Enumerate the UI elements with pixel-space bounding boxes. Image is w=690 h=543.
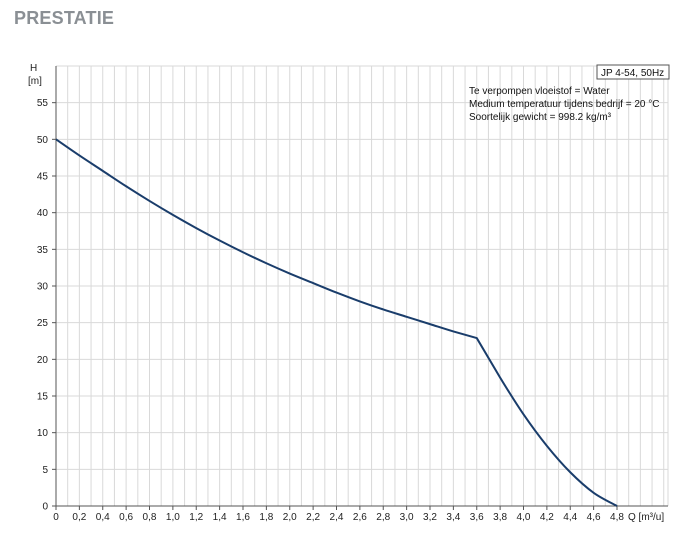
y-tick-label: 25 [37, 318, 49, 329]
x-tick-label: 3,0 [400, 512, 414, 523]
y-tick-label: 15 [37, 392, 49, 403]
x-tick-label: 3,2 [423, 512, 437, 523]
x-tick-label: 0,8 [143, 512, 157, 523]
x-tick-label: 2,2 [306, 512, 320, 523]
y-tick-label: 30 [37, 282, 49, 293]
y-tick-label: 50 [37, 135, 49, 146]
pump-label: JP 4-54, 50Hz [601, 68, 664, 79]
x-tick-label: 3,6 [470, 512, 484, 523]
x-tick-label: 0,4 [96, 512, 110, 523]
x-tick-label: 0,2 [72, 512, 86, 523]
page-title: PRESTATIE [14, 8, 115, 28]
y-tick-label: 20 [37, 355, 49, 366]
x-tick-label: 2,4 [330, 512, 344, 523]
info-line: Te verpompen vloeistof = Water [469, 86, 610, 97]
series [55, 138, 618, 507]
x-tick-label: 2,8 [376, 512, 390, 523]
x-tick-label: 1,0 [166, 512, 180, 523]
x-tick-label: 4,0 [517, 512, 531, 523]
y-tick-label: 35 [37, 245, 49, 256]
x-tick-label: 1,8 [259, 512, 273, 523]
x-tick-label: 4,2 [540, 512, 554, 523]
y-tick-label: 10 [37, 428, 49, 439]
x-axis-unit: Q [m³/u] [628, 512, 664, 523]
x-tick-label: 1,2 [189, 512, 203, 523]
y-tick-label: 45 [37, 172, 49, 183]
x-tick-label: 2,6 [353, 512, 367, 523]
x-tick-label: 3,4 [446, 512, 460, 523]
y-axis-unit: [m] [28, 76, 42, 87]
y-tick-label: 40 [37, 208, 49, 219]
x-tick-label: 4,6 [587, 512, 601, 523]
x-tick-label: 0,6 [119, 512, 133, 523]
x-tick-label: 4,8 [610, 512, 624, 523]
grid [55, 65, 669, 507]
x-tick-label: 2,0 [283, 512, 297, 523]
x-tick-label: 0 [53, 512, 59, 523]
info-line: Medium temperatuur tijdens bedrijf = 20 … [469, 99, 659, 110]
pump-curve-line [55, 138, 618, 507]
y-tick-label: 5 [42, 465, 48, 476]
info-block: Te verpompen vloeistof = Water Medium tem… [469, 86, 659, 123]
info-line: Soortelijk gewicht = 998.2 kg/m³ [469, 112, 612, 123]
x-tick-label: 1,4 [213, 512, 227, 523]
y-axis-title: H [30, 63, 37, 74]
y-tick-label: 0 [42, 502, 48, 513]
x-tick-label: 4,4 [563, 512, 577, 523]
x-tick-label: 1,6 [236, 512, 250, 523]
y-tick-label: 55 [37, 98, 49, 109]
x-tick-label: 3,8 [493, 512, 507, 523]
pump-label-box: JP 4-54, 50Hz [596, 64, 670, 80]
tick-labels: 0 5 10 15 20 25 30 35 40 45 50 55 0 0,2 0,4 0,6 0,8 1,0 1,… [37, 98, 625, 523]
